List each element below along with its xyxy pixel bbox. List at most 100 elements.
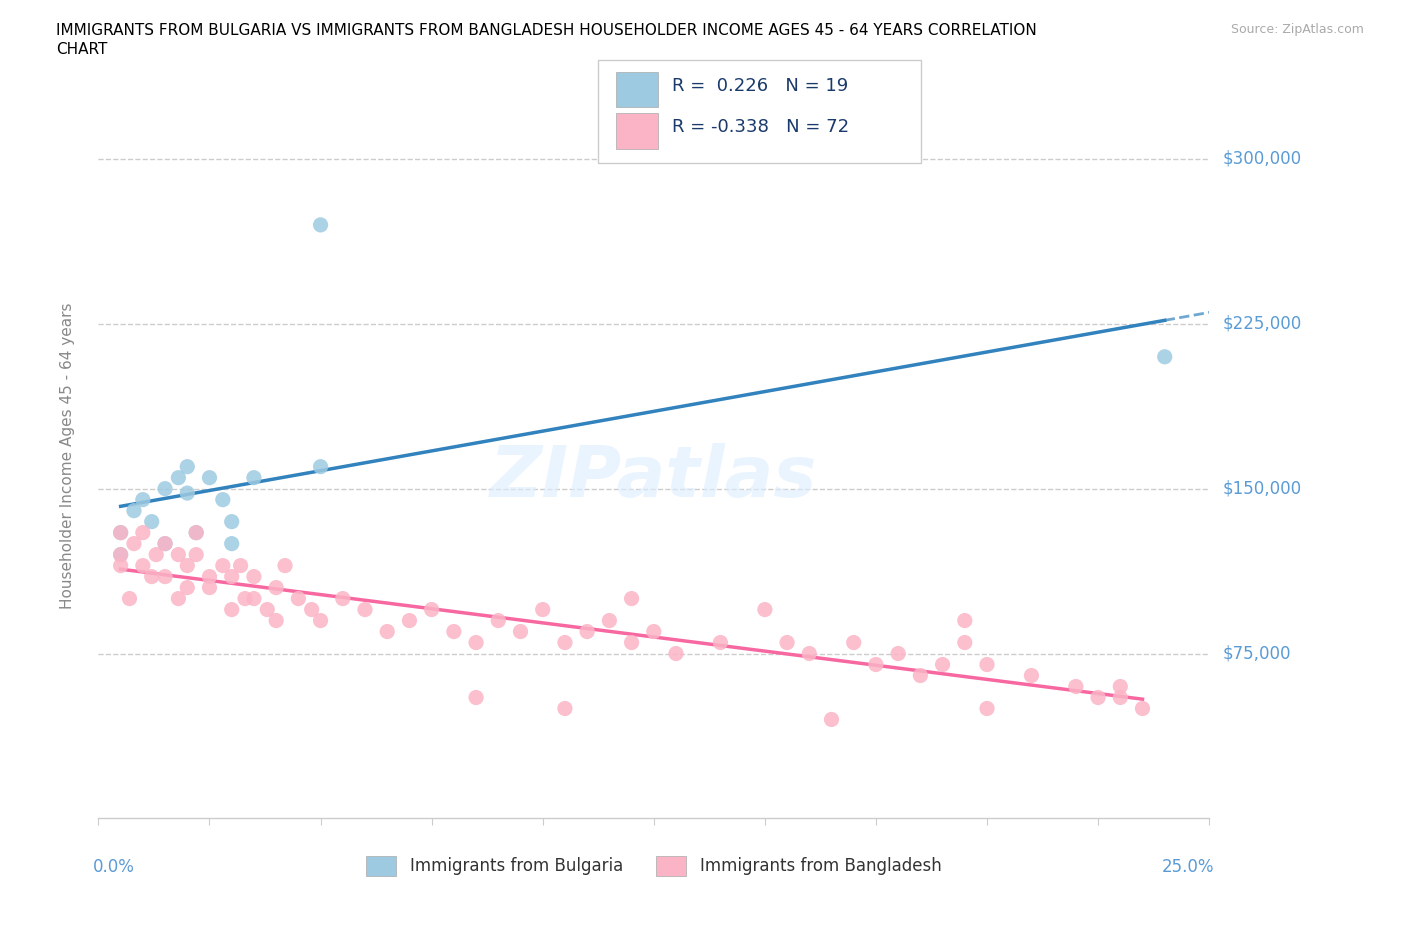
- Point: [842, 635, 865, 650]
- Point: [198, 580, 221, 595]
- Point: [754, 602, 776, 617]
- Point: [301, 602, 323, 617]
- Point: [243, 471, 266, 485]
- Point: [953, 613, 976, 628]
- Point: [910, 668, 932, 683]
- Point: [132, 525, 155, 540]
- Point: [211, 558, 233, 573]
- Point: [820, 712, 842, 727]
- Point: [221, 537, 243, 551]
- Point: [110, 525, 132, 540]
- Text: 25.0%: 25.0%: [1163, 858, 1215, 876]
- Point: [186, 547, 208, 562]
- Point: [486, 613, 509, 628]
- Point: [186, 525, 208, 540]
- Point: [198, 569, 221, 584]
- Point: [176, 485, 198, 500]
- Point: [243, 569, 266, 584]
- Point: [122, 537, 145, 551]
- Point: [332, 591, 354, 606]
- Legend: Immigrants from Bulgaria, Immigrants from Bangladesh: Immigrants from Bulgaria, Immigrants fro…: [360, 849, 948, 883]
- Point: [375, 624, 398, 639]
- Point: [118, 591, 141, 606]
- Point: [176, 558, 198, 573]
- Point: [509, 624, 531, 639]
- Point: [398, 613, 420, 628]
- Text: $225,000: $225,000: [1223, 315, 1302, 333]
- Text: $75,000: $75,000: [1223, 644, 1292, 662]
- Point: [953, 635, 976, 650]
- Point: [233, 591, 256, 606]
- Point: [221, 569, 243, 584]
- Point: [554, 635, 576, 650]
- Point: [865, 658, 887, 672]
- Point: [287, 591, 309, 606]
- Point: [799, 646, 821, 661]
- Point: [264, 580, 287, 595]
- Point: [887, 646, 910, 661]
- Point: [354, 602, 377, 617]
- Point: [976, 701, 998, 716]
- Point: [221, 602, 243, 617]
- Point: [153, 537, 176, 551]
- Point: [465, 690, 488, 705]
- Text: Source: ZipAtlas.com: Source: ZipAtlas.com: [1230, 23, 1364, 36]
- Point: [309, 459, 332, 474]
- Point: [132, 558, 155, 573]
- Point: [153, 569, 176, 584]
- Point: [531, 602, 554, 617]
- Point: [264, 613, 287, 628]
- Point: [620, 591, 643, 606]
- Point: [931, 658, 953, 672]
- Point: [167, 591, 190, 606]
- Point: [110, 547, 132, 562]
- Point: [221, 514, 243, 529]
- Text: 0.0%: 0.0%: [93, 858, 135, 876]
- Text: CHART: CHART: [56, 42, 108, 57]
- Point: [709, 635, 731, 650]
- Text: R =  0.226   N = 19: R = 0.226 N = 19: [672, 76, 848, 95]
- Point: [176, 459, 198, 474]
- Point: [465, 635, 488, 650]
- Point: [1132, 701, 1154, 716]
- Point: [1109, 679, 1132, 694]
- Point: [620, 635, 643, 650]
- Point: [1153, 350, 1175, 365]
- Point: [243, 591, 266, 606]
- Point: [598, 613, 620, 628]
- Point: [229, 558, 252, 573]
- Point: [186, 525, 208, 540]
- Text: $300,000: $300,000: [1223, 150, 1302, 168]
- Text: IMMIGRANTS FROM BULGARIA VS IMMIGRANTS FROM BANGLADESH HOUSEHOLDER INCOME AGES 4: IMMIGRANTS FROM BULGARIA VS IMMIGRANTS F…: [56, 23, 1038, 38]
- Point: [1064, 679, 1087, 694]
- Point: [1021, 668, 1043, 683]
- Point: [443, 624, 465, 639]
- Point: [776, 635, 799, 650]
- Point: [167, 547, 190, 562]
- Point: [141, 514, 163, 529]
- Point: [309, 218, 332, 232]
- Point: [1087, 690, 1109, 705]
- Point: [153, 481, 176, 496]
- Point: [274, 558, 297, 573]
- Point: [141, 569, 163, 584]
- Point: [110, 547, 132, 562]
- Point: [145, 547, 167, 562]
- Point: [976, 658, 998, 672]
- Point: [122, 503, 145, 518]
- Text: $150,000: $150,000: [1223, 480, 1302, 498]
- Y-axis label: Householder Income Ages 45 - 64 years: Householder Income Ages 45 - 64 years: [60, 302, 75, 609]
- Point: [167, 471, 190, 485]
- Point: [198, 471, 221, 485]
- Point: [110, 558, 132, 573]
- Text: R = -0.338   N = 72: R = -0.338 N = 72: [672, 118, 849, 137]
- Point: [665, 646, 688, 661]
- Text: ZIPatlas: ZIPatlas: [491, 443, 817, 512]
- Point: [1109, 690, 1132, 705]
- Point: [256, 602, 278, 617]
- Point: [576, 624, 599, 639]
- Point: [110, 525, 132, 540]
- Point: [176, 580, 198, 595]
- Point: [309, 613, 332, 628]
- Point: [211, 492, 233, 507]
